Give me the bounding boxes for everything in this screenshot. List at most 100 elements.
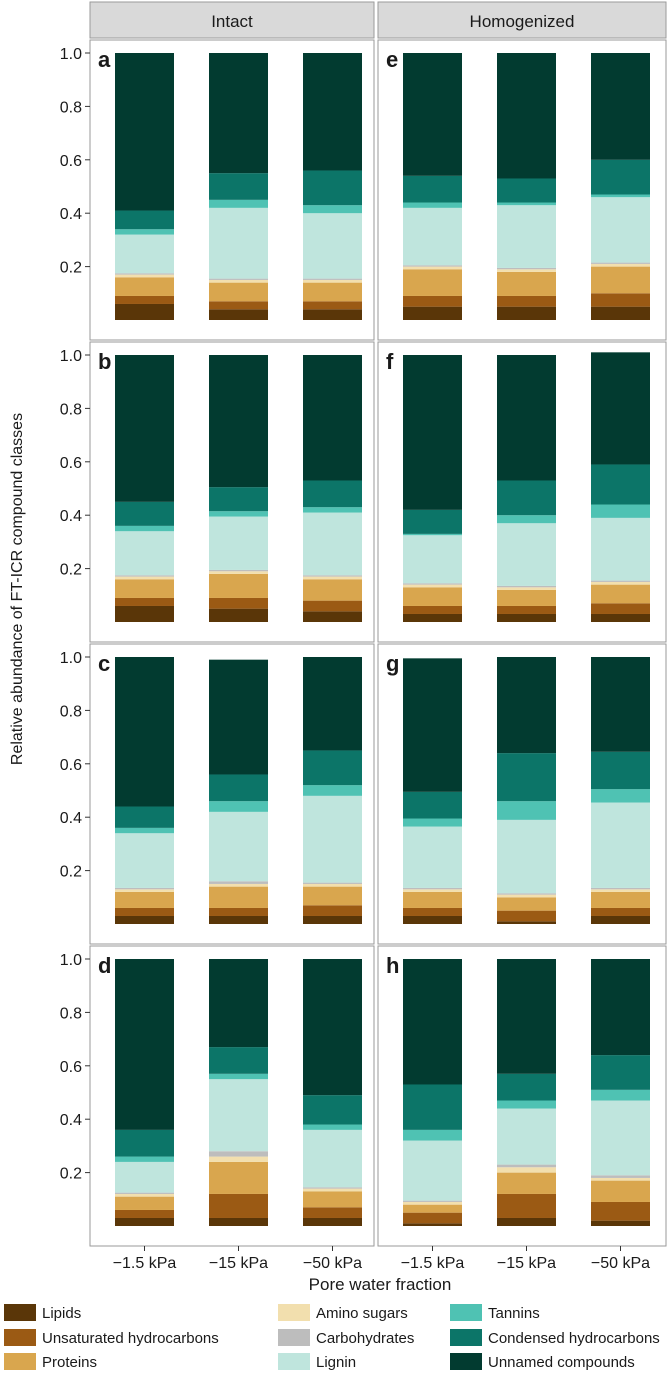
y-tick-label: 0.4 [60, 1112, 82, 1129]
bar-h-2-tannins [497, 1100, 556, 1109]
bar-b-1-tannins [115, 525, 174, 532]
bar-g-1-amino-sugars [403, 889, 462, 892]
bar-d-3-proteins [303, 1191, 362, 1208]
bar-b-3-unnamed-compounds [303, 355, 362, 481]
bar-g-2-tannins [497, 801, 556, 820]
bar-a-2-lipids [209, 309, 268, 320]
bar-g-1-lipids [403, 915, 462, 924]
bar-h-2-lipids [497, 1217, 556, 1226]
bar-c-1-lignin [115, 833, 174, 888]
bar-c-2-condensed-hydrocarbons [209, 774, 268, 802]
bar-d-2-unsaturated-hydrocarbons [209, 1193, 268, 1218]
panel-f: f [377, 341, 667, 643]
bar-g-1-unsaturated-hydrocarbons [403, 907, 462, 916]
y-tick-label: 0.8 [60, 703, 82, 720]
bar-g-2-unsaturated-hydrocarbons [497, 910, 556, 922]
bar-d-3-condensed-hydrocarbons [303, 1095, 362, 1125]
y-axis-ticks: 0.2 0.4 0.6 0.8 1.0 0.2 0.4 0.6 0.8 1.0 0.2 0.4 0.6 0… [60, 46, 90, 1183]
y-tick-label: 0.6 [60, 1059, 82, 1076]
bar-h-1-tannins [403, 1129, 462, 1141]
bar-g-2-carbohydrates [497, 893, 556, 895]
bar-e-3-amino-sugars [591, 263, 650, 267]
bar-g-3-proteins [591, 891, 650, 908]
bar-b-1-carbohydrates [115, 575, 174, 577]
bar-h-3-lignin [591, 1100, 650, 1176]
bar-c-2-tannins [209, 801, 268, 812]
bar-f-3-unsaturated-hydrocarbons [591, 603, 650, 614]
legend-swatch-lignin [278, 1353, 310, 1370]
bar-b-2-unnamed-compounds [209, 355, 268, 488]
bar-f-3-proteins [591, 584, 650, 604]
bar-e-2-lipids [497, 306, 556, 320]
bar-a-2-lignin [209, 207, 268, 279]
legend-swatch-lipids [4, 1304, 36, 1321]
bar-g-3-lipids [591, 915, 650, 924]
y-tick-label: 1.0 [60, 952, 82, 969]
bar-d-2-proteins [209, 1161, 268, 1194]
bar-d-3-unsaturated-hydrocarbons [303, 1207, 362, 1218]
bar-a-3-unsaturated-hydrocarbons [303, 301, 362, 310]
bar-c-1-amino-sugars [115, 889, 174, 892]
y-tick-label: 0.4 [60, 206, 82, 223]
bar-f-2-lignin [497, 523, 556, 586]
panel-h: h [377, 945, 667, 1247]
y-tick-label: 0.2 [60, 864, 82, 881]
legend-swatch-unnamed-compounds [450, 1353, 482, 1370]
bar-b-2-lignin [209, 516, 268, 570]
bar-h-1-proteins [403, 1204, 462, 1213]
bar-d-2-unnamed-compounds [209, 959, 268, 1048]
bar-a-3-proteins [303, 282, 362, 302]
legend-label-carbohydrates: Carbohydrates [316, 1330, 414, 1347]
bar-b-2-lipids [209, 608, 268, 622]
panel-c: c [89, 643, 375, 945]
bar-f-3-carbohydrates [591, 580, 650, 582]
bar-d-3-lignin [303, 1129, 362, 1188]
legend-label-unnamed-compounds: Unnamed compounds [488, 1354, 635, 1371]
bar-d-3-unnamed-compounds [303, 959, 362, 1096]
bar-d-2-lignin [209, 1079, 268, 1152]
bar-c-3-unsaturated-hydrocarbons [303, 905, 362, 916]
panel-label-f: f [386, 349, 394, 374]
bar-e-2-carbohydrates [497, 267, 556, 270]
panel-e: e [377, 39, 667, 341]
bar-b-2-proteins [209, 573, 268, 598]
bar-h-1-condensed-hydrocarbons [403, 1084, 462, 1130]
legend-swatch-proteins [4, 1353, 36, 1370]
bar-a-3-condensed-hydrocarbons [303, 170, 362, 206]
bar-a-3-lipids [303, 309, 362, 320]
bar-h-3-unsaturated-hydrocarbons [591, 1201, 650, 1221]
y-tick-label: 1.0 [60, 348, 82, 365]
bar-f-2-amino-sugars [497, 587, 556, 590]
strip-intact-background [89, 1, 375, 39]
bar-g-1-carbohydrates [403, 887, 462, 890]
bar-c-3-proteins [303, 886, 362, 906]
bar-c-2-lipids [209, 915, 268, 924]
bar-g-3-tannins [591, 789, 650, 803]
bar-b-1-lignin [115, 531, 174, 576]
bar-c-1-proteins [115, 891, 174, 908]
facet-strips: Intact Homogenized [89, 1, 667, 39]
bar-c-1-condensed-hydrocarbons [115, 806, 174, 828]
bar-c-3-lignin [303, 795, 362, 883]
bar-h-1-unsaturated-hydrocarbons [403, 1212, 462, 1224]
bar-b-1-unnamed-compounds [115, 355, 174, 502]
bar-f-1-amino-sugars [403, 584, 462, 588]
bar-b-2-tannins [209, 511, 268, 517]
panel-label-e: e [386, 47, 398, 72]
bar-c-2-lignin [209, 811, 268, 882]
bar-f-1-condensed-hydrocarbons [403, 509, 462, 534]
y-tick-label: 0.2 [60, 260, 82, 277]
panel-a: a [89, 39, 375, 341]
bar-f-2-tannins [497, 515, 556, 524]
bar-h-1-amino-sugars [403, 1201, 462, 1205]
bar-h-3-amino-sugars [591, 1177, 650, 1181]
bar-c-2-carbohydrates [209, 881, 268, 884]
bar-e-3-condensed-hydrocarbons [591, 159, 650, 195]
bar-c-2-unnamed-compounds [209, 659, 268, 775]
bar-d-1-amino-sugars [115, 1193, 174, 1197]
bar-g-2-lignin [497, 819, 556, 894]
panels: a e b f c g d h [89, 39, 667, 1247]
legend-label-condensed-hydrocarbons: Condensed hydrocarbons [488, 1330, 660, 1347]
bar-f-1-unsaturated-hydrocarbons [403, 605, 462, 614]
bar-h-2-proteins [497, 1172, 556, 1194]
